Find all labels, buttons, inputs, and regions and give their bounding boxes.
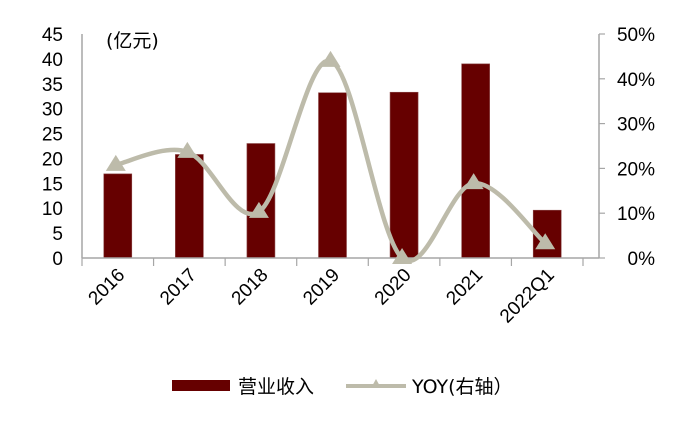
triangle-marker-icon — [177, 141, 198, 158]
triangle-marker-icon — [105, 154, 126, 171]
x-tick-label: 2022Q1 — [496, 265, 559, 328]
left-tick-label: 10 — [42, 199, 63, 220]
triangle-marker-icon — [463, 173, 484, 190]
line-series-yoy — [105, 50, 556, 264]
bar — [103, 173, 133, 259]
left-tick-label: 40 — [42, 50, 63, 71]
left-tick-label: 45 — [42, 25, 63, 46]
left-tick-label: 15 — [42, 174, 63, 195]
bar — [318, 92, 347, 259]
legend-label-revenue: 营业收入 — [238, 375, 315, 398]
x-tick-label: 2017 — [156, 265, 201, 310]
x-axis-labels: 2016 2017 2018 2019 2020 2021 2022Q1 — [85, 265, 559, 328]
triangle-marker-icon — [320, 50, 341, 67]
right-tick-label: 0% — [628, 249, 656, 270]
left-axis-ticks: 0 5 10 15 20 25 30 35 40 45 — [42, 25, 63, 270]
triangle-marker-icon — [248, 201, 269, 218]
x-tick-label: 2018 — [228, 265, 273, 310]
left-axis-unit-label: (亿元) — [106, 30, 159, 52]
triangle-marker-icon — [535, 233, 556, 250]
x-tick-label: 2016 — [85, 265, 130, 310]
bar — [461, 63, 490, 259]
bar — [175, 154, 204, 259]
bar-series-revenue — [103, 63, 562, 259]
legend-line-swatch-triangle-icon — [346, 379, 407, 388]
right-tick-label: 30% — [617, 115, 655, 136]
legend: 营业收入 YOY(右轴） — [172, 370, 545, 400]
legend-item-revenue: 营业收入 — [172, 372, 314, 399]
x-tick-label: 2020 — [371, 265, 416, 310]
right-tick-label: 50% — [617, 25, 655, 46]
right-tick-label: 20% — [617, 159, 655, 180]
axes — [81, 33, 605, 266]
x-tick-label: 2019 — [299, 265, 344, 310]
bar — [389, 91, 419, 259]
bar — [246, 143, 276, 259]
right-axis-ticks: 0% 10% 20% 30% 40% 50% — [617, 25, 655, 270]
left-tick-label: 35 — [42, 75, 63, 96]
legend-label-yoy: YOY(右轴） — [412, 375, 513, 398]
legend-bar-swatch — [172, 379, 230, 391]
right-tick-label: 40% — [617, 70, 655, 91]
left-tick-label: 0 — [52, 249, 63, 270]
triangle-marker-icon — [392, 248, 413, 264]
right-tick-label: 10% — [617, 204, 655, 225]
left-tick-label: 25 — [42, 125, 63, 146]
left-tick-label: 20 — [42, 149, 63, 170]
legend-item-yoy: YOY(右轴） — [346, 372, 513, 399]
left-tick-label: 30 — [42, 100, 63, 121]
x-tick-label: 2021 — [442, 265, 487, 310]
left-tick-label: 5 — [52, 224, 63, 245]
